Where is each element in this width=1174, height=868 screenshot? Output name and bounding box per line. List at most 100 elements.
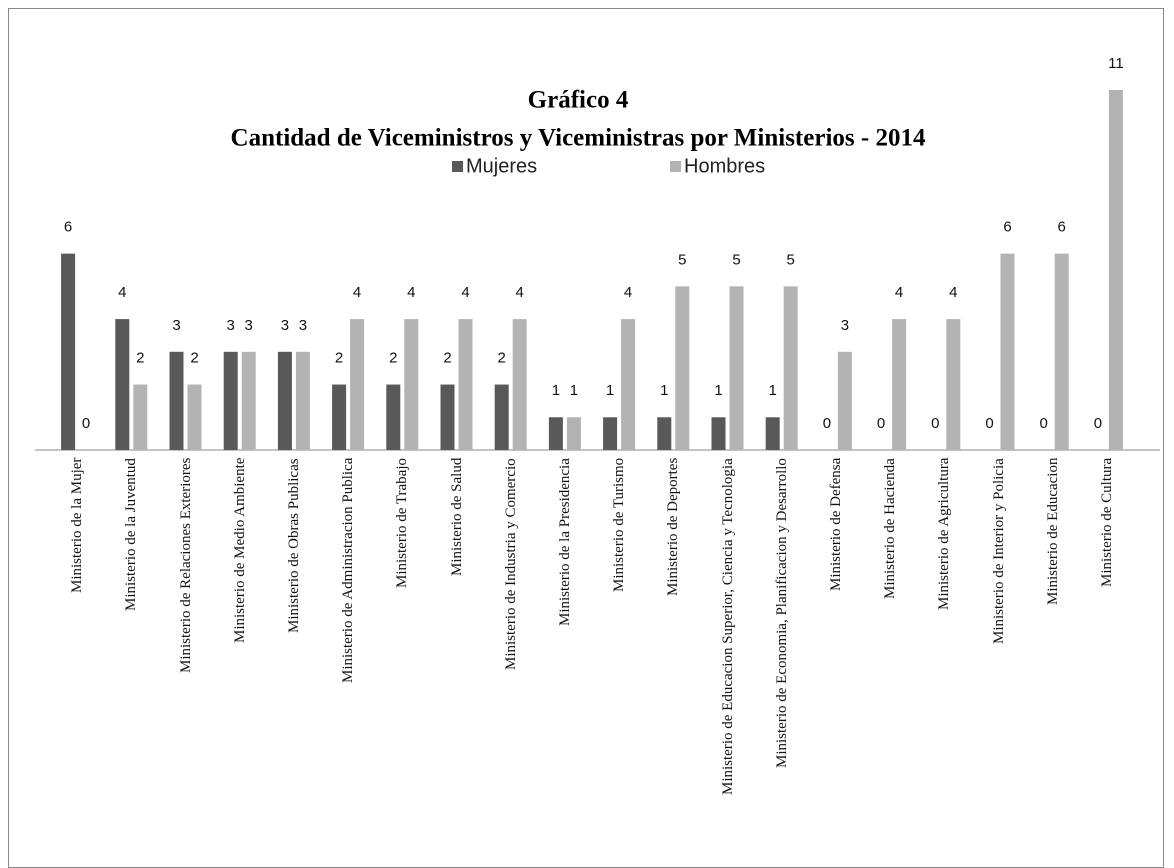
data-label: 0	[985, 415, 993, 432]
data-label: 5	[678, 251, 686, 268]
data-label: 5	[732, 251, 740, 268]
bar	[350, 319, 365, 450]
data-label: 4	[949, 284, 957, 301]
x-tick-label: Ministerio de Economia, Planificacion y …	[773, 458, 790, 768]
data-label: 3	[281, 317, 289, 334]
data-label: 1	[570, 382, 578, 399]
data-label: 4	[407, 284, 415, 301]
x-tick-label: Ministerio de Industria y Comercio	[502, 458, 519, 670]
data-label: 0	[82, 415, 90, 432]
bar	[603, 417, 618, 450]
data-label: 3	[172, 317, 180, 334]
data-label: 0	[1094, 415, 1102, 432]
bar	[187, 384, 202, 450]
x-tick-label: Ministerio de Agricultura	[936, 458, 953, 611]
data-label: 2	[498, 350, 506, 367]
bar	[1000, 253, 1015, 450]
x-tick-label: Ministerio de Administracion Publica	[340, 458, 357, 684]
x-tick-label: Ministerio de Deportes	[665, 458, 682, 597]
data-label: 4	[516, 284, 524, 301]
bar	[675, 286, 690, 450]
bar	[440, 384, 455, 450]
bar	[765, 417, 780, 450]
chart-subtitle: Cantidad de Viceministros y Viceministra…	[231, 125, 926, 152]
bar	[1108, 90, 1123, 450]
x-tick-label: Ministerio de la Presidencia	[556, 458, 573, 626]
data-label: 0	[1040, 415, 1048, 432]
bar	[946, 319, 961, 450]
x-tick-label: Ministerio de Turismo	[611, 458, 628, 593]
data-label: 1	[552, 382, 560, 399]
data-label: 1	[769, 382, 777, 399]
chart-title: Gráfico 4	[528, 87, 629, 114]
data-label: 1	[660, 382, 668, 399]
bar	[729, 286, 744, 450]
bar	[386, 384, 401, 450]
x-tick-label: Ministerio de Trabajo	[394, 458, 411, 588]
legend-swatch	[670, 161, 681, 172]
x-tick-label: Ministerio de Medio Ambiente	[231, 458, 248, 644]
data-label: 3	[245, 317, 253, 334]
data-label: 6	[1003, 219, 1011, 236]
x-tick-label: Ministerio de la Juventud	[123, 458, 140, 611]
x-tick-label: Ministerio de Educacion Superior, Cienci…	[719, 458, 736, 795]
x-tick-label: Ministerio de Obras Publicas	[285, 458, 302, 633]
data-label: 1	[714, 382, 722, 399]
data-label: 1	[606, 382, 614, 399]
legend-swatch	[452, 161, 463, 172]
data-label: 3	[227, 317, 235, 334]
bar	[566, 417, 581, 450]
x-tick-label: Ministerio de Relaciones Exteriores	[177, 458, 194, 674]
x-tick-label: Ministerio de Hacienda	[882, 458, 899, 599]
data-label: 6	[1058, 219, 1066, 236]
data-label: 2	[136, 350, 144, 367]
data-label: 3	[299, 317, 307, 334]
bar	[61, 253, 76, 450]
data-label: 0	[931, 415, 939, 432]
x-tick-label: Ministerio de Educacion	[1044, 458, 1061, 606]
bar	[133, 384, 148, 450]
data-label: 3	[841, 317, 849, 334]
bar	[711, 417, 726, 450]
data-label: 4	[353, 284, 361, 301]
bar	[115, 319, 130, 450]
legend-label: Hombres	[684, 155, 765, 177]
data-label: 6	[64, 219, 72, 236]
bar	[404, 319, 419, 450]
x-tick-label: Ministerio de Cultura	[1098, 458, 1115, 588]
data-label: 2	[443, 350, 451, 367]
data-label: 2	[335, 350, 343, 367]
bar	[332, 384, 347, 450]
bar	[241, 351, 256, 450]
x-tick-label: Ministerio de Interior y Policia	[990, 458, 1007, 644]
data-label: 11	[1108, 55, 1124, 72]
data-label: 4	[461, 284, 469, 301]
bar	[512, 319, 527, 450]
bar	[277, 351, 292, 450]
data-label: 0	[823, 415, 831, 432]
bar	[621, 319, 636, 450]
data-label: 4	[895, 284, 903, 301]
bar	[783, 286, 798, 450]
data-label: 0	[877, 415, 885, 432]
legend-label: Mujeres	[466, 155, 537, 177]
bar	[494, 384, 509, 450]
data-label: 5	[787, 251, 795, 268]
bar	[548, 417, 563, 450]
bar	[892, 319, 907, 450]
bar	[223, 351, 238, 450]
x-tick-label: Ministerio de Salud	[448, 458, 465, 577]
bar	[837, 351, 852, 450]
data-label: 4	[118, 284, 126, 301]
data-label: 4	[624, 284, 632, 301]
data-label: 2	[389, 350, 397, 367]
bar	[657, 417, 672, 450]
data-label: 2	[190, 350, 198, 367]
bar	[458, 319, 473, 450]
x-tick-label: Ministerio de Defensa	[827, 458, 844, 592]
bar	[169, 351, 184, 450]
x-tick-label: Ministerio de la Mujer	[69, 458, 86, 594]
bar	[295, 351, 310, 450]
